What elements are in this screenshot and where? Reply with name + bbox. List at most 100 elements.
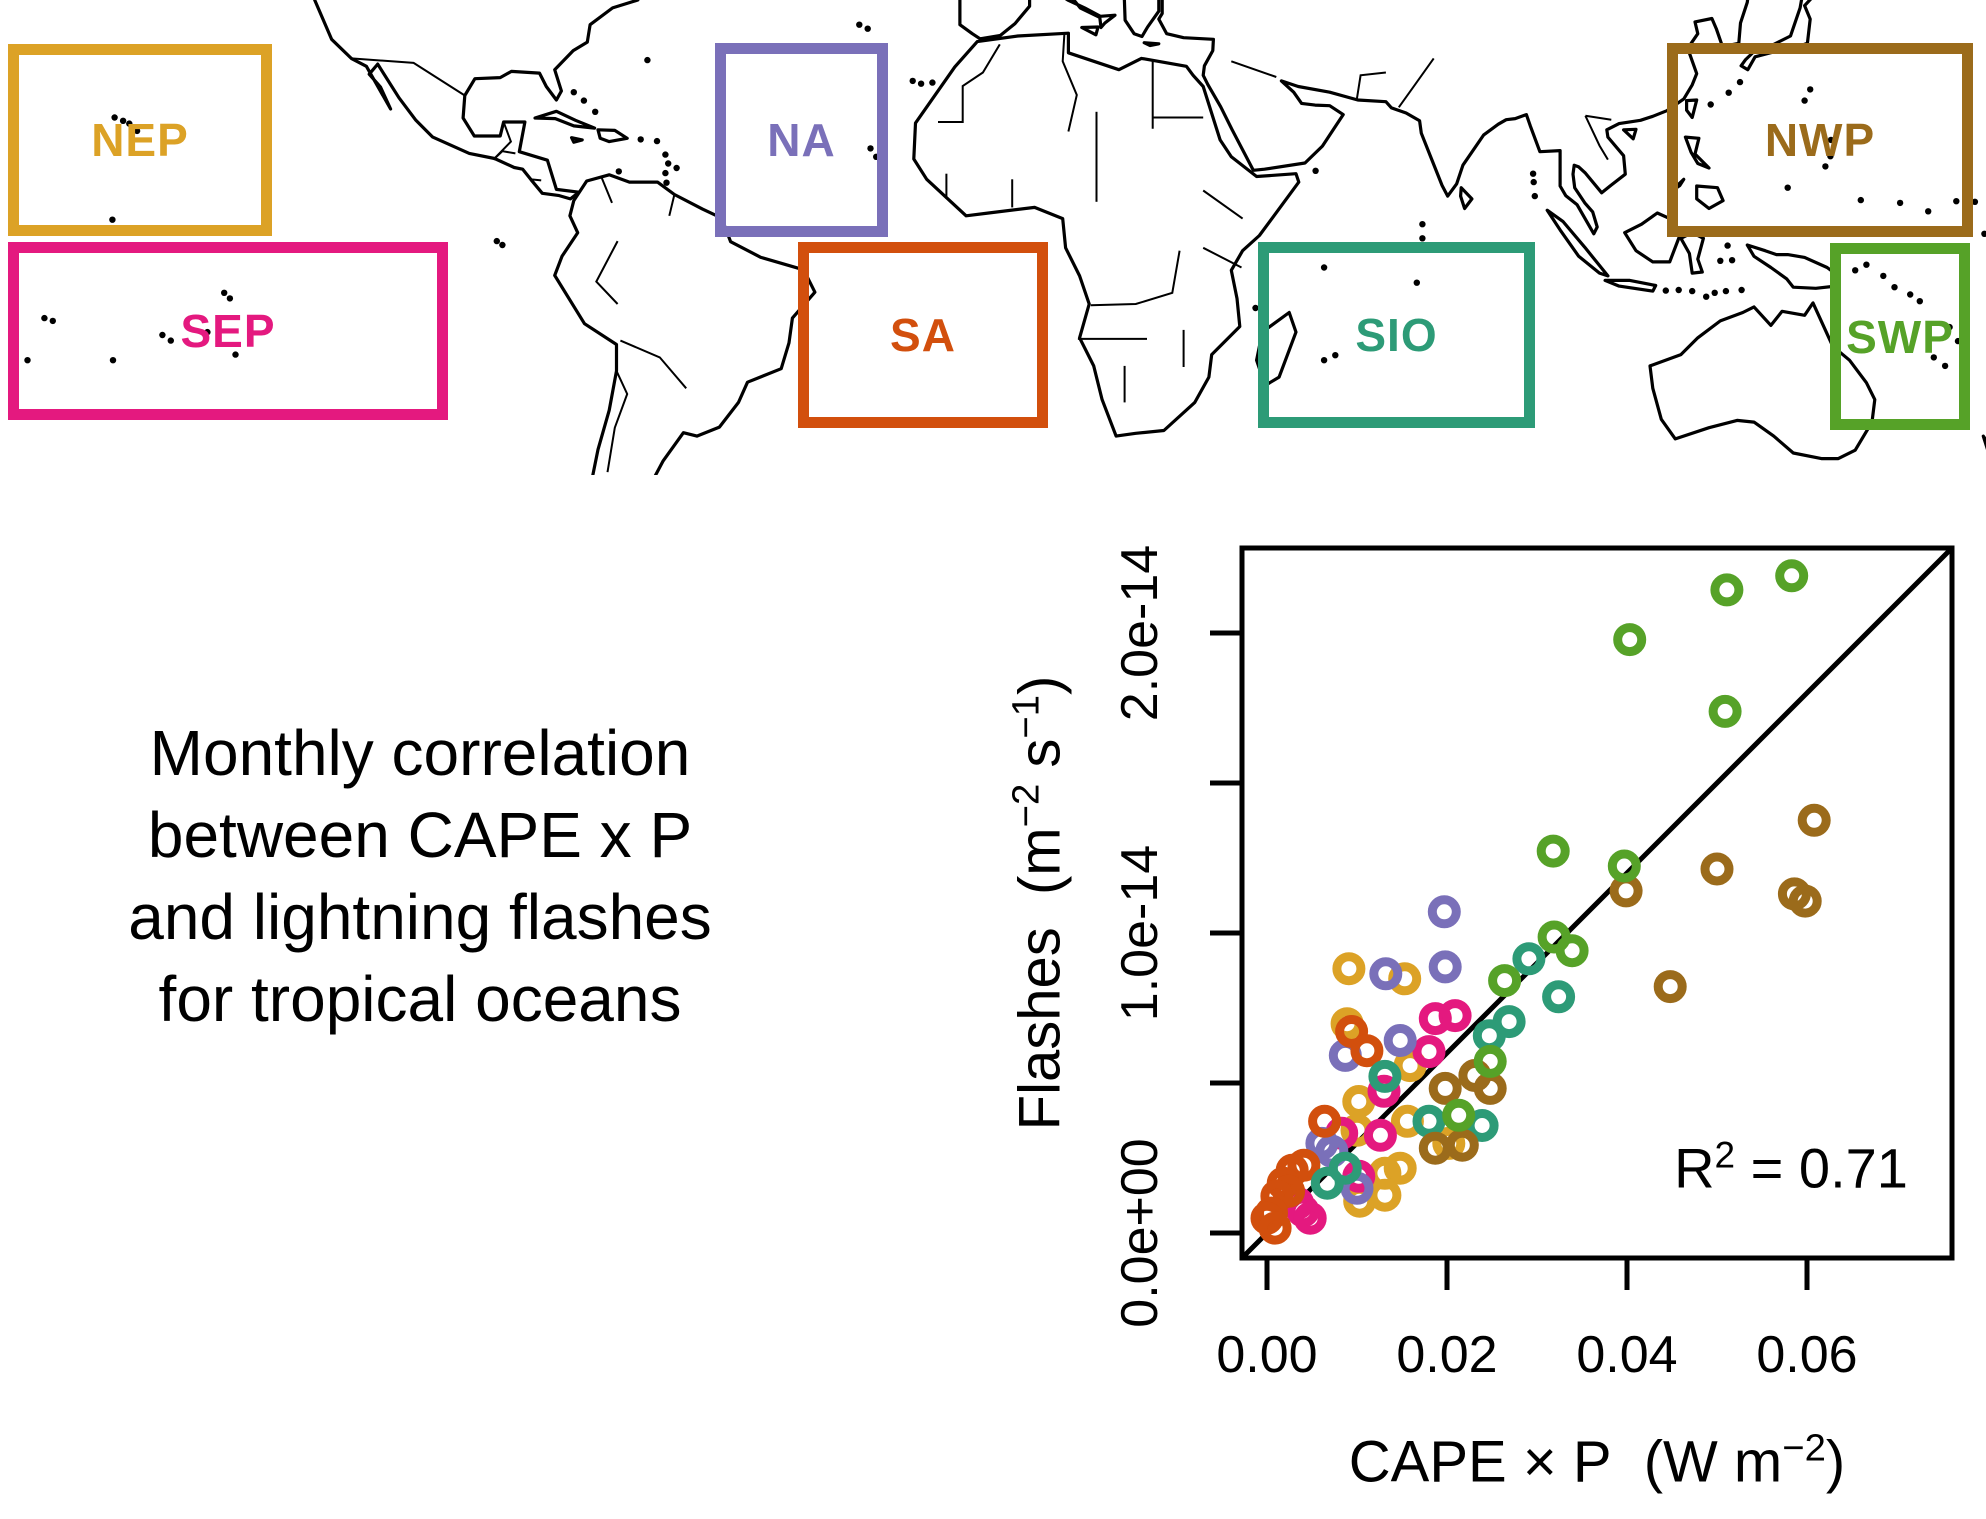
axis-ticks [1210,630,1810,1290]
coastline [553,173,817,475]
x-tick-label: 0.00 [1216,1326,1318,1384]
region-box-swp: SWP [1830,243,1970,430]
island-dot [499,241,506,249]
region-label-sep: SEP [180,305,276,357]
scatter-point-SA [1258,1211,1292,1245]
island-dot [1822,163,1829,170]
scatter-point-NEP [1383,1151,1417,1185]
island-dot [1312,167,1319,174]
country-border [1202,246,1242,269]
region-box-sa: SA [798,242,1048,428]
coastline [1621,127,1638,141]
island-dot [119,117,127,125]
island-dot [204,328,211,336]
island-dot [662,151,669,158]
island-dot [1930,354,1938,361]
coastline [1981,434,1986,451]
scatter-point-SEP [1412,1035,1446,1069]
scatter-point-SIO [1472,1019,1506,1053]
scatter-point-SWP [1607,849,1641,883]
country-border [1230,60,1277,78]
scatter-point-NWP [1418,1131,1452,1165]
coastline [1142,41,1161,48]
island-dot [580,97,588,104]
x-tick-label: 0.06 [1756,1326,1858,1384]
scatter-point-NA [1427,895,1461,929]
scatter-point-SWP [1613,623,1647,657]
island-dot [673,164,680,172]
caption-line: for tropical oceans [158,963,682,1035]
island-dot [1941,362,1949,370]
island-dot [221,289,228,296]
island-dot [653,137,661,145]
island-dot [1953,198,1960,205]
coastline [533,109,597,130]
island-dot [1880,272,1887,280]
coastline [313,0,640,201]
country-border [1202,189,1244,220]
caption-line: and lightning flashes [128,881,712,953]
island-dot [665,160,672,167]
island-dot [1807,86,1814,93]
island-dot [1724,242,1731,249]
x-axis-title: CAPE × P (W m−2) [1348,1426,1846,1495]
island-dot [1907,291,1914,298]
island-dot [867,145,874,152]
scatter-point-NWP [1609,874,1643,908]
island-dot [493,237,500,245]
x-tick-label: 0.02 [1396,1326,1498,1384]
island-dot [41,314,48,322]
island-dot [1332,352,1339,359]
region-label-nep: NEP [91,114,189,166]
coastline [1157,0,1750,236]
scatter-point-SIO [1512,942,1546,976]
scatter-point-NEP [1342,1085,1376,1118]
coastline [1683,135,1711,170]
region-box-nep: NEP [8,44,272,236]
scatter-point-NA [1383,1024,1417,1057]
scatter-point-NEP [1368,1178,1402,1212]
island-dot [1717,257,1724,264]
island-dot [167,337,174,344]
island-dot [917,80,925,87]
island-dot [1419,235,1426,242]
region-label-nwp: NWP [1764,114,1876,166]
scatter-point-NWP [1700,852,1734,886]
plot-frame [1239,545,1955,1261]
scatter-point-NA [1428,950,1462,984]
island-dot [1722,287,1730,295]
scatter-point-SEP [1367,1074,1401,1108]
island-dot [126,120,133,127]
island-dot [24,357,31,364]
island-dot [929,79,936,86]
scatter-point-SIO [1542,980,1576,1014]
island-dot [159,331,166,339]
island-dot [1784,184,1791,191]
island-dot [1725,89,1732,96]
region-box-nwp: NWP [1667,43,1973,237]
coastline [912,31,1301,438]
region-label-sa: SA [890,309,956,361]
y-tick-label: 0.0e+00 [1111,1138,1169,1328]
scatter-point-SWP [1536,834,1570,868]
scatter-point-SWP [1775,559,1809,593]
y-axis-title: Flashes (m−2 s−1) [1004,675,1073,1131]
coastline [1648,301,1877,461]
scatter-points [1250,559,1831,1245]
island-dot [615,168,622,175]
country-border [620,339,687,389]
coastline [1122,0,1161,39]
scatter-point-SEP [1418,1002,1452,1036]
island-dot [1863,261,1870,268]
island-dot [1689,287,1696,295]
island-dot [1252,304,1259,312]
country-border [668,194,676,217]
scatter-point-SWP [1473,1044,1507,1078]
island-dot [215,340,222,347]
country-border [1397,57,1435,108]
scatter-point-SWP [1708,694,1742,728]
island-dot [1916,298,1924,305]
country-border [1061,33,1078,132]
island-dot [1891,284,1898,291]
